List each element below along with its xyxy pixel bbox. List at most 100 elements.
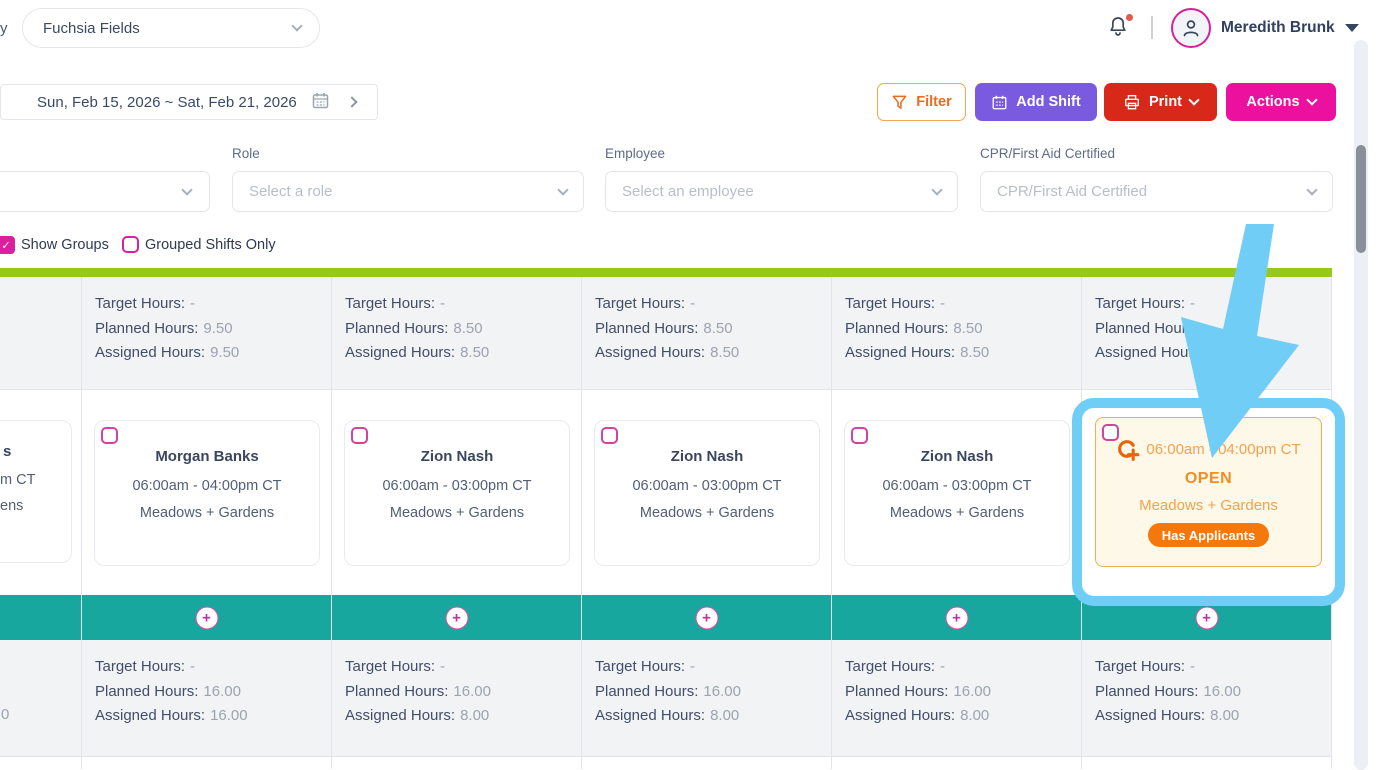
add-shift-plus-button[interactable]: + bbox=[445, 606, 468, 629]
chevron-down-icon bbox=[931, 183, 943, 196]
shift-location-fragment: ens bbox=[0, 498, 24, 514]
open-shift-checkbox[interactable] bbox=[1102, 424, 1119, 441]
check-icon: ✓ bbox=[1, 239, 11, 252]
filter-button[interactable]: Filter bbox=[877, 83, 966, 121]
hours-summary-cell-cut: 0 bbox=[0, 640, 82, 756]
add-shift-cell: + bbox=[832, 595, 1082, 640]
cell bbox=[82, 757, 332, 769]
add-shift-plus-button[interactable]: + bbox=[195, 606, 218, 629]
assigned-hours-label: Assigned Hours: bbox=[845, 344, 956, 361]
shift-time: 06:00am - 04:00pm CT bbox=[132, 478, 282, 494]
add-shift-button[interactable]: Add Shift bbox=[975, 83, 1097, 121]
add-shift-plus-button[interactable]: + bbox=[1195, 606, 1218, 629]
assigned-hours-value: 8.50 bbox=[460, 344, 490, 361]
cpr-select[interactable]: CPR/First Aid Certified bbox=[980, 171, 1333, 212]
role-select[interactable]: Select a role bbox=[232, 171, 584, 212]
shift-checkbox[interactable] bbox=[601, 427, 618, 444]
assigned-hours-value: 8.00 bbox=[1210, 707, 1240, 724]
facility-select[interactable]: Fuchsia Fields bbox=[22, 8, 320, 48]
shift-time: 06:00am - 03:00pm CT bbox=[882, 478, 1032, 494]
target-hours-value: - bbox=[690, 295, 696, 312]
filter-button-label: Filter bbox=[916, 94, 952, 110]
target-hours-value: - bbox=[440, 295, 446, 312]
assigned-hours-value: 8.50 bbox=[710, 344, 740, 361]
hours-summary-row-top: Target Hours: - Planned Hours: 9.50 Assign… bbox=[0, 277, 1332, 390]
printer-icon bbox=[1125, 95, 1139, 110]
target-hours-label: Target Hours: bbox=[595, 658, 686, 675]
shift-location: Meadows + Gardens bbox=[639, 505, 775, 521]
next-week-chevron[interactable] bbox=[346, 96, 358, 108]
shift-card[interactable]: Morgan Banks 06:00am - 04:00pm CT Meadow… bbox=[94, 420, 320, 566]
has-applicants-badge: Has Applicants bbox=[1147, 523, 1270, 547]
facility-select-value: Fuchsia Fields bbox=[43, 19, 140, 37]
planned-hours-label: Planned Hours: bbox=[595, 319, 699, 337]
notification-bell-button[interactable] bbox=[1106, 14, 1134, 42]
planned-hours-label: Planned Hours: bbox=[595, 682, 699, 700]
shift-name: Zion Nash bbox=[420, 448, 494, 465]
notification-dot bbox=[1126, 14, 1133, 21]
shift-card[interactable]: Zion Nash 06:00am - 03:00pm CT Meadows +… bbox=[344, 420, 570, 566]
hours-summary-cell: Target Hours: - Planned Hours: 16.00 Assig… bbox=[1082, 640, 1332, 756]
date-range-picker[interactable]: Sun, Feb 15, 2026 ~ Sat, Feb 21, 2026 bbox=[0, 84, 378, 120]
planned-hours-label: Planned Hours: bbox=[95, 682, 199, 700]
add-shift-plus-button[interactable]: + bbox=[695, 606, 718, 629]
shift-name: Zion Nash bbox=[920, 448, 994, 465]
plus-icon: + bbox=[952, 609, 961, 626]
location-filter-select[interactable] bbox=[0, 171, 210, 212]
shift-card[interactable]: Zion Nash 06:00am - 03:00pm CT Meadows +… bbox=[594, 420, 820, 566]
group-header-bar bbox=[0, 268, 1332, 277]
assigned-hours-label: Assigned Hours: bbox=[95, 344, 206, 361]
planned-hours-value: 8.50 bbox=[453, 319, 483, 337]
show-groups-checkbox[interactable]: ✓ bbox=[0, 236, 15, 254]
shift-checkbox[interactable] bbox=[851, 427, 868, 444]
assigned-hours-value: 9.50 bbox=[210, 344, 240, 361]
hours-summary-cell: Target Hours: - Planned Hours: 8.50 Assign… bbox=[332, 277, 582, 389]
funnel-icon bbox=[892, 95, 907, 109]
add-shift-plus-button[interactable]: + bbox=[945, 606, 968, 629]
assigned-hours-label: Assigned Hours: bbox=[95, 707, 206, 724]
open-shift-time: 06:00am - 04:00pm CT bbox=[1146, 441, 1301, 458]
print-button[interactable]: Print bbox=[1104, 83, 1217, 121]
target-hours-label: Target Hours: bbox=[95, 658, 186, 675]
shift-cell: Zion Nash 06:00am - 03:00pm CT Meadows +… bbox=[832, 390, 1082, 595]
grouped-shifts-only-checkbox[interactable] bbox=[122, 236, 139, 253]
open-shift-card[interactable]: 06:00am - 04:00pm CT OPEN Meadows + Gard… bbox=[1095, 417, 1322, 567]
target-hours-value: - bbox=[190, 295, 196, 312]
hours-summary-cell: Target Hours: - Planned Hours: 16.00 Assig… bbox=[82, 640, 332, 756]
target-hours-value: - bbox=[190, 658, 196, 675]
add-shift-button-label: Add Shift bbox=[1016, 94, 1081, 110]
shift-name: Morgan Banks bbox=[155, 448, 259, 465]
add-shift-cell: + bbox=[82, 595, 332, 640]
cpr-label: CPR/First Aid Certified bbox=[980, 146, 1116, 161]
employee-select[interactable]: Select an employee bbox=[605, 171, 958, 212]
shift-checkbox[interactable] bbox=[351, 427, 368, 444]
target-hours-label: Target Hours: bbox=[345, 295, 436, 312]
plus-icon: + bbox=[202, 609, 211, 626]
chevron-down-icon bbox=[1188, 94, 1200, 106]
scrollbar-thumb[interactable] bbox=[1356, 145, 1366, 253]
employee-label: Employee bbox=[605, 146, 666, 161]
cell bbox=[332, 757, 582, 769]
planned-hours-value: 8.50 bbox=[703, 319, 733, 337]
shift-checkbox[interactable] bbox=[101, 427, 118, 444]
chevron-down-icon bbox=[1305, 94, 1318, 106]
hours-summary-cell: Target Hours: - Planned Hours: 16.00 Assig… bbox=[332, 640, 582, 756]
target-hours-value: - bbox=[940, 658, 946, 675]
planned-hours-label: Planned Hours: bbox=[1095, 682, 1199, 700]
add-shift-cell-cut bbox=[0, 595, 82, 640]
chevron-down-icon bbox=[291, 20, 303, 32]
bell-icon bbox=[1110, 17, 1126, 36]
user-menu[interactable]: Meredith Brunk bbox=[1171, 7, 1359, 49]
actions-button[interactable]: Actions bbox=[1226, 83, 1336, 121]
add-shift-cell: + bbox=[582, 595, 832, 640]
shift-card[interactable]: Zion Nash 06:00am - 03:00pm CT Meadows +… bbox=[844, 420, 1070, 566]
show-groups-label: Show Groups bbox=[21, 237, 109, 253]
planned-hours-value: 16.00 bbox=[453, 682, 491, 700]
assigned-hours-value: 8.00 bbox=[960, 707, 990, 724]
shift-name-fragment: s bbox=[3, 443, 12, 460]
cell bbox=[832, 757, 1082, 769]
chevron-down-icon bbox=[181, 183, 193, 196]
caret-down-icon bbox=[1344, 24, 1359, 32]
assigned-hours-value: 8.50 bbox=[960, 344, 990, 361]
shift-card-partial[interactable]: s m CT ens bbox=[0, 420, 72, 563]
